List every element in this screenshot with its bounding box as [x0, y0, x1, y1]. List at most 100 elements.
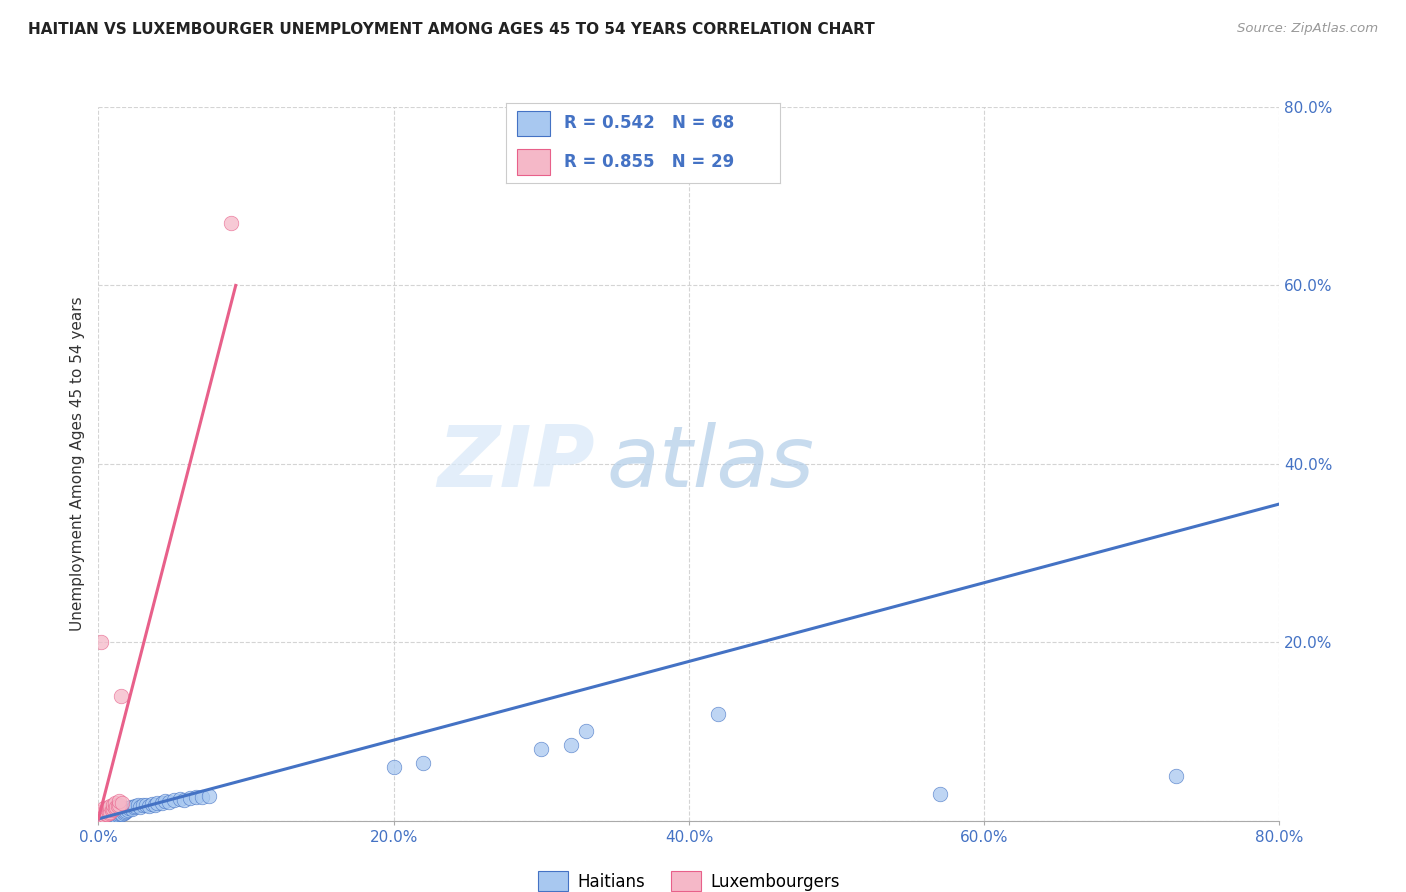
Point	[707, 706, 730, 721]
Point	[97, 805, 120, 820]
Point	[104, 806, 127, 821]
Point	[93, 808, 115, 822]
Point	[112, 805, 135, 820]
Point	[103, 808, 125, 822]
Point	[169, 792, 191, 806]
Point	[143, 797, 166, 812]
Point	[560, 738, 582, 752]
Point	[219, 216, 242, 230]
Point	[105, 805, 128, 820]
Point	[94, 803, 117, 817]
Point	[104, 809, 127, 823]
Point	[382, 760, 405, 774]
Point	[173, 793, 195, 807]
Point	[530, 742, 553, 756]
Point	[100, 807, 122, 822]
Point	[114, 805, 136, 819]
Point	[412, 756, 434, 770]
Point	[93, 812, 115, 826]
Point	[108, 804, 131, 818]
Point	[96, 806, 118, 821]
Point	[118, 801, 141, 815]
Point	[98, 808, 121, 822]
Point	[108, 797, 131, 812]
Point	[103, 811, 125, 825]
Point	[104, 801, 127, 815]
Point	[94, 812, 117, 826]
FancyBboxPatch shape	[517, 111, 550, 136]
Point	[96, 802, 118, 816]
Point	[93, 801, 115, 815]
Point	[928, 787, 950, 801]
Point	[91, 813, 114, 827]
Point	[105, 800, 128, 814]
Point	[96, 811, 118, 825]
Point	[91, 809, 114, 823]
Text: R = 0.855   N = 29: R = 0.855 N = 29	[564, 153, 734, 171]
Point	[93, 805, 115, 819]
Point	[97, 800, 120, 814]
Point	[191, 789, 214, 804]
Point	[97, 811, 120, 825]
FancyBboxPatch shape	[517, 149, 550, 175]
Text: ZIP: ZIP	[437, 422, 595, 506]
Point	[98, 805, 121, 819]
Point	[114, 801, 136, 815]
Point	[91, 805, 114, 819]
Point	[90, 806, 112, 821]
Point	[184, 790, 207, 805]
Point	[96, 808, 118, 822]
Point	[107, 808, 129, 822]
Point	[110, 689, 132, 703]
Point	[90, 635, 112, 649]
Point	[103, 805, 125, 820]
Point	[111, 802, 134, 816]
Point	[163, 793, 186, 807]
Point	[107, 799, 129, 814]
Text: R = 0.542   N = 68: R = 0.542 N = 68	[564, 114, 734, 132]
Point	[93, 810, 115, 824]
Point	[90, 812, 112, 826]
Point	[103, 802, 125, 816]
Point	[117, 803, 139, 817]
Point	[89, 813, 111, 827]
Point	[108, 794, 131, 808]
Y-axis label: Unemployment Among Ages 45 to 54 years: Unemployment Among Ages 45 to 54 years	[69, 296, 84, 632]
Point	[122, 800, 145, 814]
Point	[105, 809, 128, 823]
Point	[110, 803, 132, 817]
Text: HAITIAN VS LUXEMBOURGER UNEMPLOYMENT AMONG AGES 45 TO 54 YEARS CORRELATION CHART: HAITIAN VS LUXEMBOURGER UNEMPLOYMENT AMO…	[28, 22, 875, 37]
Point	[132, 798, 155, 813]
Point	[91, 811, 114, 825]
Point	[135, 797, 157, 812]
Point	[574, 724, 596, 739]
Point	[120, 800, 142, 814]
Point	[98, 810, 121, 824]
Point	[128, 800, 150, 814]
Point	[127, 798, 149, 813]
Text: atlas: atlas	[606, 422, 814, 506]
Point	[146, 796, 169, 810]
Point	[90, 809, 112, 823]
Point	[97, 809, 120, 823]
Point	[198, 789, 221, 803]
Point	[98, 799, 121, 814]
Point	[107, 805, 129, 819]
Point	[103, 797, 125, 812]
Point	[115, 804, 138, 818]
Point	[100, 810, 122, 824]
Point	[94, 807, 117, 822]
Point	[179, 791, 201, 805]
Point	[111, 796, 134, 810]
Point	[111, 806, 134, 821]
Legend: Haitians, Luxembourgers: Haitians, Luxembourgers	[531, 864, 846, 892]
Point	[157, 795, 180, 809]
Point	[108, 807, 131, 822]
Point	[141, 797, 163, 811]
Point	[100, 803, 122, 817]
Point	[1164, 769, 1187, 783]
Point	[104, 796, 127, 810]
Point	[121, 802, 143, 816]
Point	[94, 809, 117, 823]
Point	[97, 807, 120, 822]
